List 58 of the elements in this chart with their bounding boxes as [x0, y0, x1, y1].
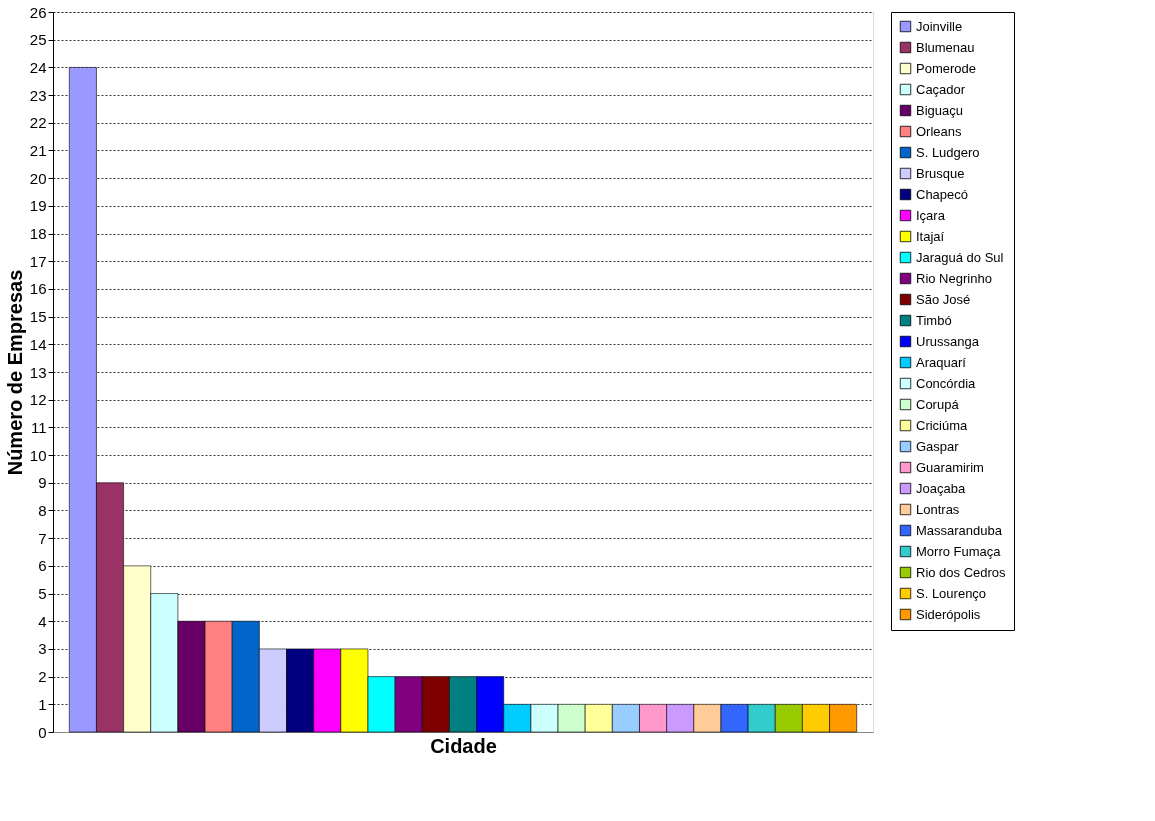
y-tick-label: 13 [29, 363, 47, 381]
y-tick-label: 18 [29, 225, 47, 243]
legend-label: Urussanga [916, 333, 980, 349]
legend-label: Timbó [916, 312, 952, 328]
legend-label: Siderópolis [916, 606, 981, 622]
y-axis-title: Número de Empresas [3, 269, 26, 476]
legend-label: Morro Fumaça [916, 543, 1002, 559]
legend-label: Jaraguá do Sul [916, 249, 1004, 265]
legend-label: S. Ludgero [916, 144, 980, 160]
y-tick-label: 26 [29, 3, 47, 21]
y-tick-label: 1 [38, 695, 47, 713]
legend-label: Itajaí [916, 228, 945, 244]
legend-label: Blumenau [916, 39, 975, 55]
y-tick-label: 21 [29, 141, 47, 159]
legend-label: Concórdia [916, 375, 977, 391]
legend-label: Pomerode [916, 60, 976, 76]
legend-label: Orleans [916, 123, 963, 139]
legend-label: Lontras [916, 501, 960, 517]
y-tick-label: 4 [38, 612, 47, 630]
y-tick-label: 23 [29, 86, 47, 104]
legend-label: Rio Negrinho [916, 270, 992, 286]
y-tick-label: 6 [38, 557, 47, 575]
y-tick-label: 10 [29, 446, 47, 464]
legend-label: Guaramirim [916, 459, 984, 475]
legend-label: Joaçaba [916, 480, 966, 496]
legend-label: Joinville [916, 18, 963, 34]
legend-label: Gaspar [916, 438, 960, 454]
legend-label: Chapecó [916, 186, 969, 202]
legend-label: São José [916, 291, 971, 307]
x-axis-title: Cidade [430, 734, 497, 757]
y-tick-label: 5 [38, 585, 47, 603]
y-tick-label: 15 [29, 308, 47, 326]
y-tick-label: 16 [29, 280, 47, 298]
y-tick-label: 17 [29, 252, 47, 270]
y-tick-label: 9 [38, 474, 47, 492]
legend-label: Rio dos Cedros [916, 564, 1007, 580]
legend-label: Corupá [916, 396, 960, 412]
y-tick-label: 11 [30, 418, 47, 436]
y-tick-label: 8 [38, 501, 47, 519]
y-tick-label: 20 [29, 169, 47, 187]
y-tick-label: 22 [29, 114, 47, 132]
legend-label: Brusque [916, 165, 965, 181]
y-tick-label: 2 [38, 668, 47, 686]
y-tick-label: 3 [38, 640, 47, 658]
y-tick-label: 0 [38, 723, 47, 741]
legend-label: Massaranduba [916, 522, 1003, 538]
y-tick-label: 24 [29, 58, 47, 76]
legend-label: Araquarí [916, 354, 967, 370]
y-tick-label: 7 [38, 529, 47, 547]
legend-label: Içara [916, 207, 946, 223]
y-tick-label: 12 [29, 391, 47, 409]
legend-label: Caçador [916, 81, 966, 97]
legend-label: Biguaçu [916, 102, 963, 118]
y-tick-label: 14 [29, 335, 47, 353]
legend-label: Criciúma [916, 417, 969, 433]
y-tick-label: 25 [29, 31, 47, 49]
y-tick-label: 19 [29, 197, 47, 215]
legend-label: S. Lourenço [916, 585, 987, 601]
